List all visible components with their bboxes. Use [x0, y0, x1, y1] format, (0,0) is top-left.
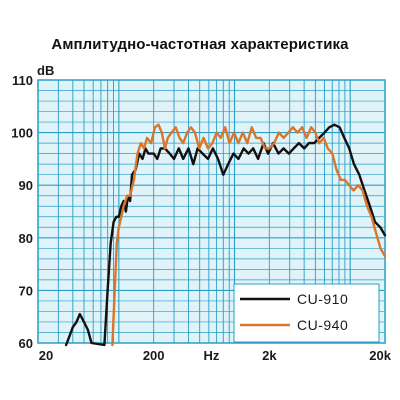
x-tick-label-1: 200	[143, 348, 165, 363]
legend-box	[233, 283, 380, 343]
x-tick-label-2: Hz	[204, 348, 220, 363]
y-tick-label-1: 100	[11, 126, 33, 141]
y-tick-labels: 110 100 90 80 70 60	[11, 73, 33, 351]
y-tick-label-4: 70	[19, 283, 33, 298]
series-line-cu-940	[111, 123, 387, 347]
series-line-cu-910	[64, 123, 387, 347]
chart-title: Амплитудно-частотная характеристика	[51, 36, 349, 53]
y-tick-label-5: 60	[19, 336, 33, 351]
series-layer	[64, 123, 387, 347]
x-tick-label-0: 20	[39, 348, 53, 363]
x-tick-label-4: 20k	[369, 348, 391, 363]
y-tick-label-0: 110	[12, 73, 33, 88]
y-tick-label-3: 80	[19, 231, 33, 246]
y-tick-label-2: 90	[19, 178, 33, 193]
x-tick-label-3: 2k	[262, 348, 277, 363]
legend-label-cu-940: CU-940	[297, 317, 348, 333]
plot-border	[37, 79, 386, 344]
y-axis-unit-label: dB	[37, 63, 54, 78]
x-tick-labels: 20 200 Hz 2k 20k	[39, 348, 392, 363]
legend-label-cu-910: CU-910	[297, 291, 348, 307]
legend: CU-910 CU-940	[233, 283, 380, 343]
